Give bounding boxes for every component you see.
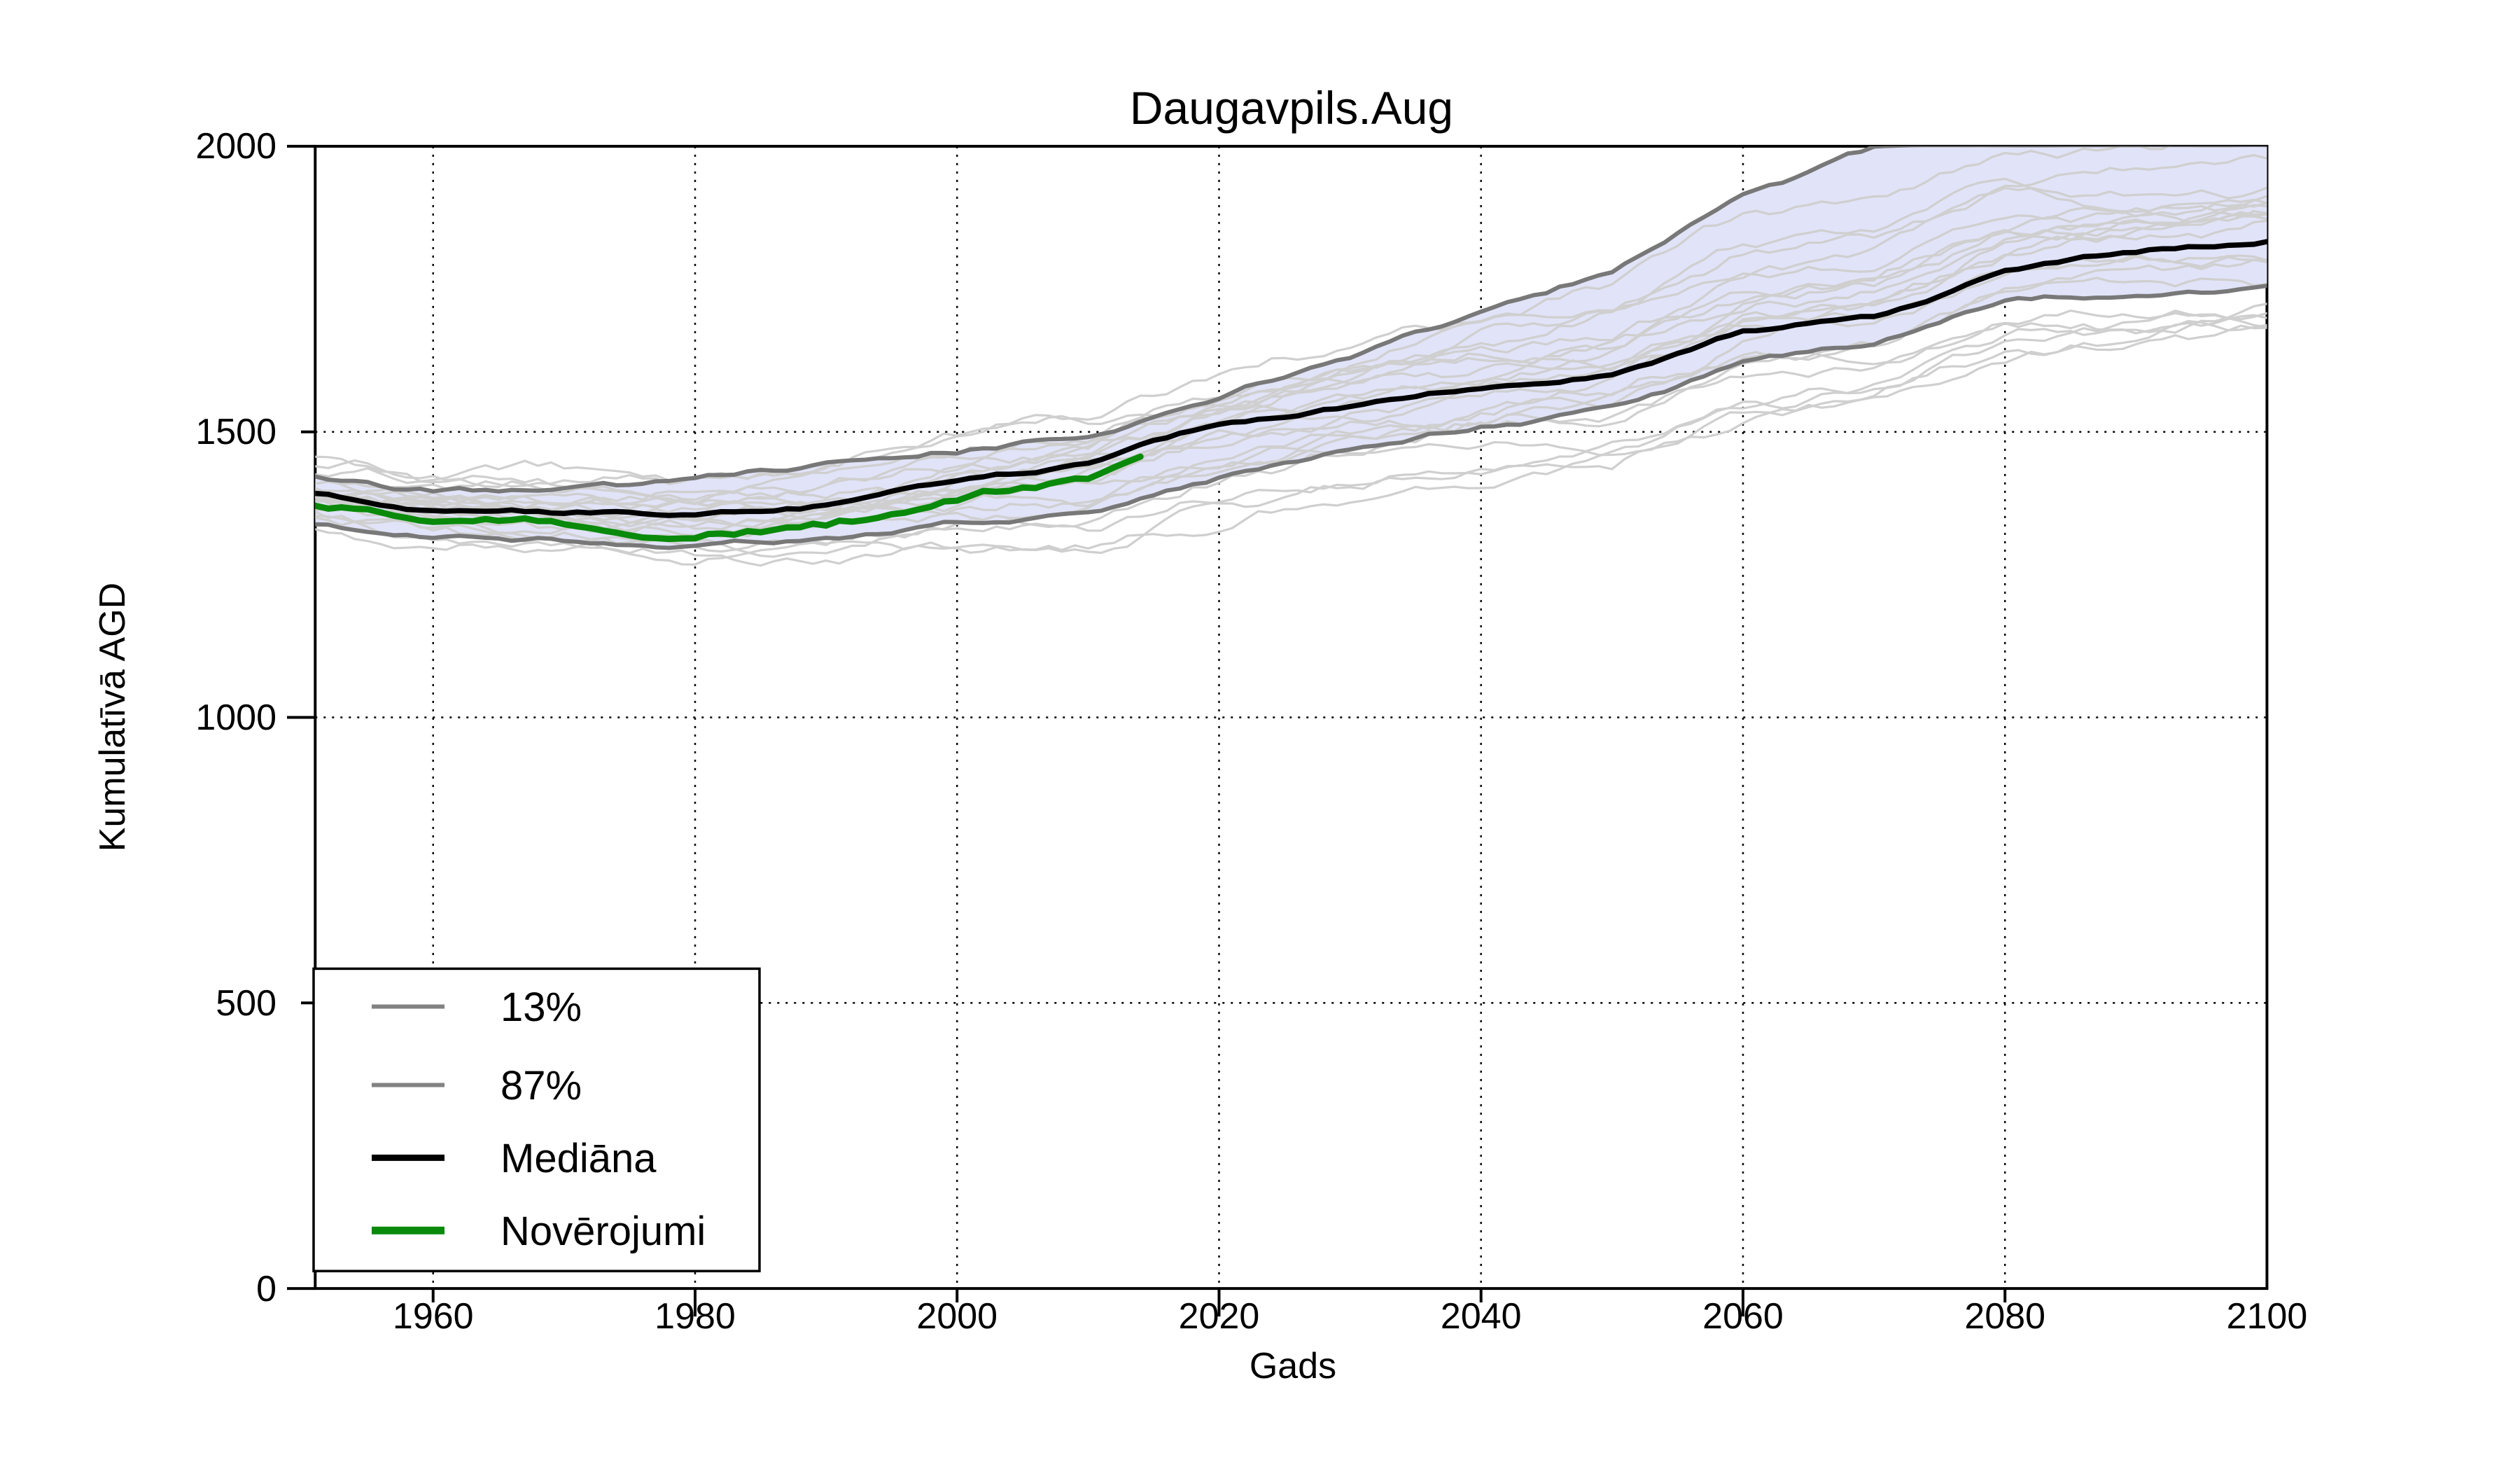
svg-text:Gads: Gads [1250,1346,1336,1386]
svg-text:2080: 2080 [1964,1296,2045,1337]
svg-text:2000: 2000 [195,126,276,167]
svg-text:13%: 13% [500,985,582,1030]
svg-text:2100: 2100 [2227,1296,2308,1337]
svg-text:87%: 87% [500,1063,582,1108]
svg-text:1000: 1000 [195,697,276,738]
svg-text:2040: 2040 [1441,1296,1522,1337]
svg-text:2000: 2000 [916,1296,997,1337]
svg-text:Novērojumi: Novērojumi [500,1209,706,1254]
svg-text:1980: 1980 [654,1296,736,1337]
svg-text:Kumulatīvā AGD: Kumulatīvā AGD [92,583,133,851]
svg-text:2060: 2060 [1702,1296,1784,1337]
svg-text:Mediāna: Mediāna [500,1136,657,1181]
svg-text:0: 0 [256,1269,276,1309]
svg-text:2020: 2020 [1179,1296,1260,1337]
svg-text:1960: 1960 [393,1296,474,1337]
svg-text:1500: 1500 [195,412,276,452]
svg-text:500: 500 [216,983,276,1024]
svg-text:Daugavpils.Aug: Daugavpils.Aug [1130,82,1453,134]
